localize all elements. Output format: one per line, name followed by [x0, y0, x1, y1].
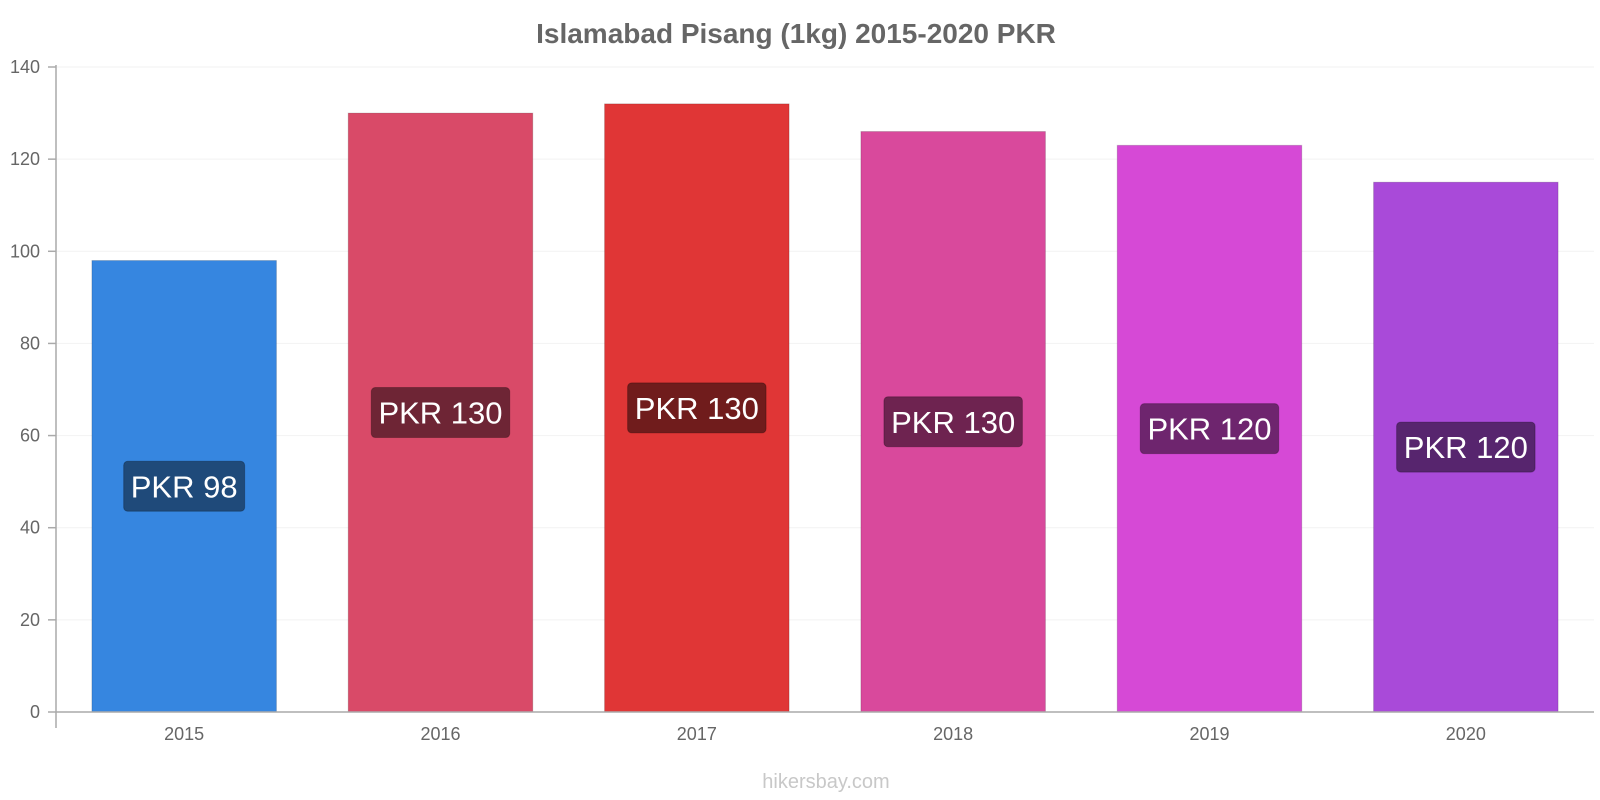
- y-tick-label: 60: [20, 426, 40, 446]
- data-label: PKR 130: [635, 391, 759, 426]
- x-tick-labels: 2015 2016 2017 2018 2019 2020: [164, 724, 1486, 744]
- y-tick-label: 0: [30, 702, 40, 722]
- x-tick-label: 2016: [420, 724, 460, 744]
- data-label: PKR 98: [131, 469, 238, 504]
- data-label-box: [1396, 421, 1536, 473]
- y-tick-label: 100: [10, 241, 40, 261]
- y-tick-labels: 0 20 40 60 80 100 120 140: [10, 57, 40, 722]
- x-tick-label: 2018: [933, 724, 973, 744]
- y-tick-label: 40: [20, 518, 40, 538]
- y-tick-label: 140: [10, 57, 40, 77]
- data-label: PKR 120: [1147, 412, 1271, 447]
- axes: [55, 65, 1594, 728]
- gridlines: [48, 66, 1594, 713]
- bars: [91, 103, 1559, 713]
- data-label-box: [1139, 403, 1280, 455]
- chart-title: Islamabad Pisang (1kg) 2015-2020 PKR: [536, 18, 1056, 49]
- data-labels: PKR 98 PKR 130 PKR 130 PKR 130 PKR 120 PKR 12…: [123, 382, 1536, 512]
- data-label-box: [883, 396, 1023, 448]
- y-tick-label: 20: [20, 610, 40, 630]
- watermark: hikersbay.com: [762, 771, 889, 793]
- x-tick-label: 2019: [1189, 724, 1229, 744]
- data-label: PKR 130: [891, 405, 1015, 440]
- x-tick-label: 2020: [1446, 724, 1486, 744]
- x-tick-label: 2017: [677, 724, 717, 744]
- x-tick-label: 2015: [164, 724, 204, 744]
- y-tick-label: 80: [20, 333, 40, 353]
- data-label-box: [123, 460, 246, 512]
- data-label: PKR 130: [378, 396, 502, 431]
- data-label-box: [370, 387, 511, 439]
- data-label-box: [627, 382, 767, 434]
- y-tick-label: 120: [10, 149, 40, 169]
- data-label: PKR 120: [1404, 430, 1528, 465]
